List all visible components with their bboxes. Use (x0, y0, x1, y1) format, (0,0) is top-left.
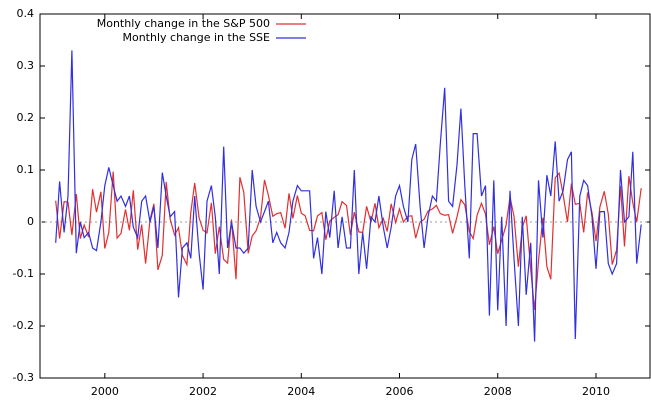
x-tick-label: 2002 (189, 385, 217, 398)
series-line (55, 50, 642, 342)
legend-label: Monthly change in the S&P 500 (97, 17, 270, 30)
x-tick-label: 2004 (287, 385, 315, 398)
y-tick-label: -0.3 (13, 371, 34, 384)
y-tick-label: 0.3 (17, 59, 35, 72)
y-tick-label: -0.2 (13, 319, 34, 332)
series-line (55, 171, 642, 310)
y-tick-label: 0.1 (17, 163, 35, 176)
x-tick-label: 2010 (582, 385, 610, 398)
y-tick-label: -0.1 (13, 267, 34, 280)
x-tick-label: 2000 (91, 385, 119, 398)
legend-label: Monthly change in the SSE (122, 31, 270, 44)
x-tick-label: 2006 (386, 385, 414, 398)
y-tick-label: 0 (27, 215, 34, 228)
y-tick-label: 0.4 (17, 7, 35, 20)
plot-frame (39, 13, 651, 379)
x-tick-label: 2008 (484, 385, 512, 398)
y-tick-label: 0.2 (17, 111, 35, 124)
